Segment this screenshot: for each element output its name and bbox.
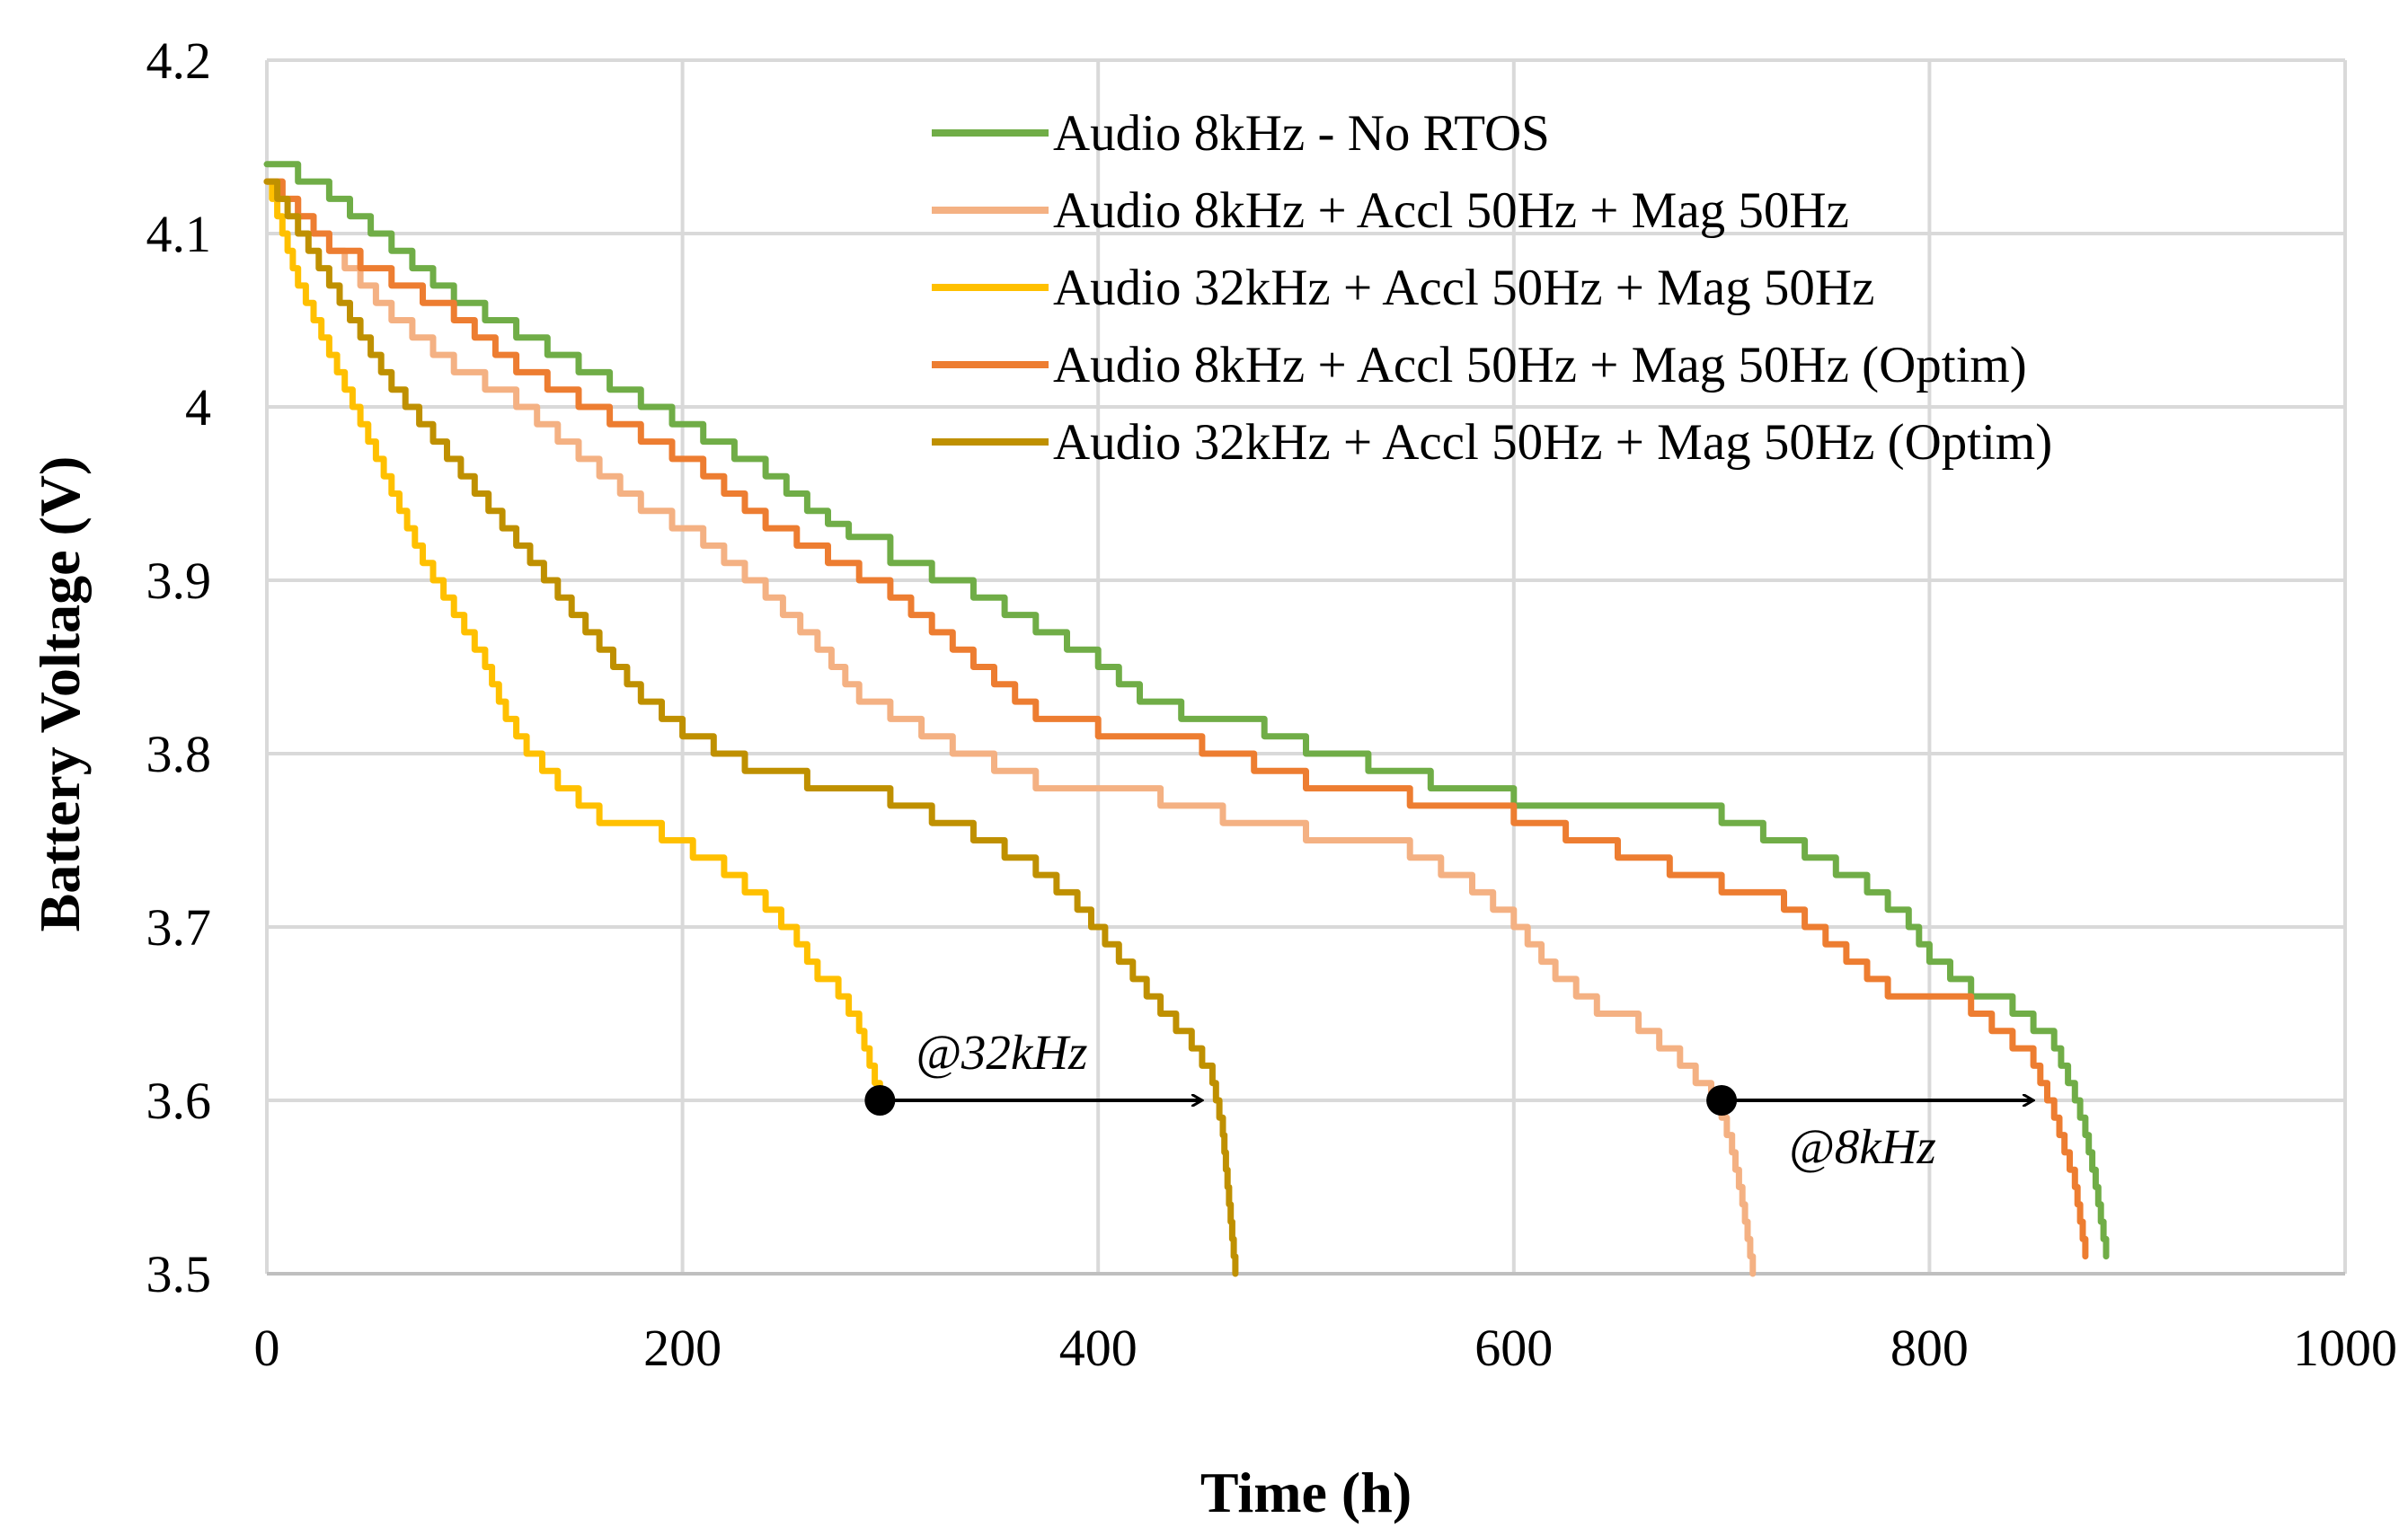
annotations: @32kHz @8kHz <box>864 1025 2033 1174</box>
series-line-0 <box>263 161 2110 1260</box>
series-line-1 <box>263 178 1757 1277</box>
x-axis-title: Time (h) <box>1200 1461 1412 1524</box>
x-tick-label-3: 600 <box>1474 1319 1553 1377</box>
y-tick-label-2: 3.7 <box>146 898 212 957</box>
legend-label-4: Audio 32kHz + Accl 50Hz + Mag 50Hz (Opti… <box>1053 414 2052 471</box>
series-group <box>263 161 2110 1277</box>
tick-labels: 0 200 400 600 800 1000 3.5 3.6 3.7 3.8 3.9 4 4.1 4.2 <box>146 31 2398 1377</box>
series-line-4 <box>263 178 1239 1277</box>
y-tick-label-1: 3.6 <box>146 1072 212 1130</box>
y-tick-label-6: 4.1 <box>146 205 212 263</box>
legend-label-0: Audio 8kHz - No RTOS <box>1053 105 1550 162</box>
x-tick-label-4: 800 <box>1890 1319 1969 1377</box>
x-tick-label-5: 1000 <box>2293 1319 2397 1377</box>
y-tick-label-3: 3.8 <box>146 725 212 783</box>
legend-label-1: Audio 8kHz + Accl 50Hz + Mag 50Hz <box>1053 182 1849 239</box>
annotation-dot-1 <box>1706 1085 1738 1116</box>
x-tick-label-1: 200 <box>643 1319 722 1377</box>
annotation-label-0: @32kHz <box>916 1025 1087 1080</box>
y-axis-title: Battery Voltage (V) <box>28 456 92 932</box>
y-tick-label-0: 3.5 <box>146 1245 212 1303</box>
y-tick-label-5: 4 <box>185 378 211 437</box>
series-line-2 <box>263 178 883 1104</box>
y-tick-label-4: 3.9 <box>146 552 212 610</box>
series-line-3 <box>263 178 2089 1260</box>
annotation-label-1: @8kHz <box>1789 1119 1936 1174</box>
y-tick-label-7: 4.2 <box>146 31 212 90</box>
legend-label-2: Audio 32kHz + Accl 50Hz + Mag 50Hz <box>1053 260 1874 316</box>
grid <box>265 58 2347 1276</box>
x-tick-label-2: 400 <box>1059 1319 1138 1377</box>
x-tick-label-0: 0 <box>254 1319 280 1377</box>
legend: Audio 8kHz - No RTOS Audio 8kHz + Accl 50… <box>932 105 2052 471</box>
legend-label-3: Audio 8kHz + Accl 50Hz + Mag 50Hz (Optim… <box>1053 337 2027 393</box>
annotation-dot-0 <box>864 1085 896 1116</box>
